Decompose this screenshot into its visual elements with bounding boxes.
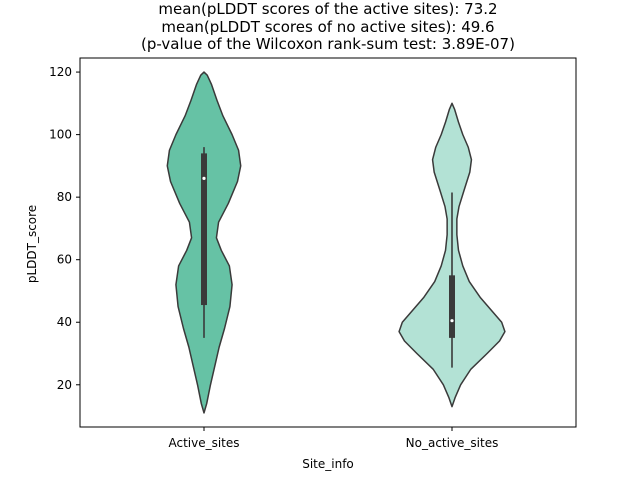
x-tick-label: Active_sites [168,436,239,450]
x-axis-label: Site_info [302,457,354,471]
y-axis-label: pLDDT_score [25,205,39,283]
y-tick-label: 60 [57,253,72,267]
plot-frame [79,57,577,428]
x-tick-label: No_active_sites [406,436,499,450]
x-axis: Active_sites No_active_sites [168,427,498,450]
violin-Active_sites [166,71,242,414]
y-tick-label: 80 [57,190,72,204]
plot-marks [166,71,506,414]
median-dot [450,319,454,323]
violin-No_active_sites [398,102,506,408]
chart-title: mean(pLDDT scores of the active sites): … [141,0,515,53]
y-tick-label: 120 [49,65,72,79]
y-axis: 20 40 60 80 100 120 [49,65,80,392]
title-line: mean(pLDDT scores of no active sites): 4… [161,18,494,36]
median-dot [202,176,206,180]
y-tick-label: 40 [57,315,72,329]
title-line: (p-value of the Wilcoxon rank-sum test: … [141,35,515,53]
y-tick-label: 100 [49,128,72,142]
y-tick-label: 20 [57,378,72,392]
iqr-box [201,153,207,306]
iqr-box [449,275,455,338]
title-line: mean(pLDDT scores of the active sites): … [158,0,497,18]
